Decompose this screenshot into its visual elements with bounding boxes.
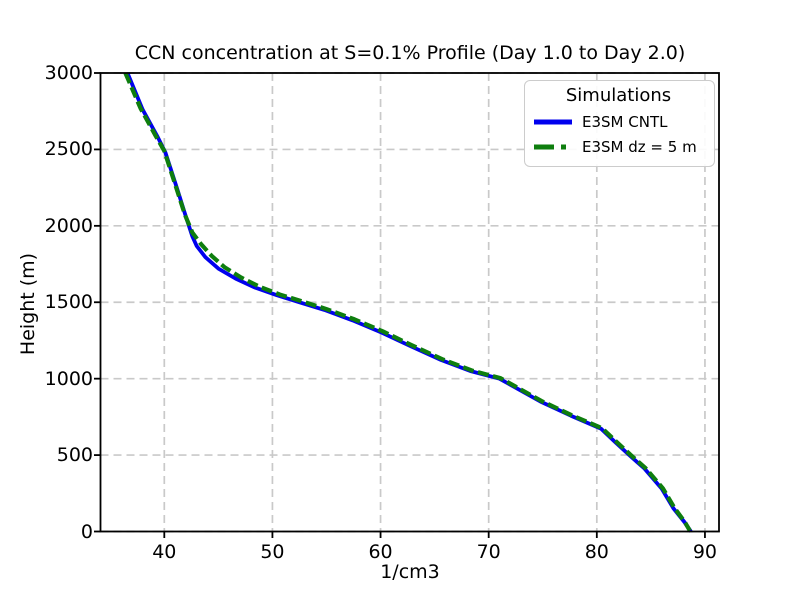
chart-title: CCN concentration at S=0.1% Profile (Day…	[134, 42, 686, 64]
x-tick-label: 90	[692, 541, 718, 563]
legend: Simulations E3SM CNTL E3SM dz = 5 m	[524, 80, 715, 167]
x-tick-label: 70	[476, 541, 501, 563]
legend-label: E3SM CNTL	[582, 112, 668, 131]
y-tick-label: 2500	[44, 138, 93, 161]
legend-row: E3SM dz = 5 m	[533, 134, 704, 159]
x-axis-label: 1/cm3	[380, 561, 440, 583]
legend-label: E3SM dz = 5 m	[582, 137, 697, 156]
legend-row: E3SM CNTL	[533, 109, 704, 134]
x-tick-label: 60	[368, 541, 393, 563]
y-tick-label: 2000	[44, 214, 93, 237]
legend-swatch-solid-line	[534, 119, 572, 124]
legend-swatch-dashed-line	[534, 144, 572, 149]
legend-rows: E3SM CNTL E3SM dz = 5 m	[533, 109, 704, 159]
y-tick-label: 1500	[44, 291, 93, 314]
x-tick-label: 80	[584, 541, 609, 563]
legend-title: Simulations	[565, 85, 672, 106]
x-tick-label: 40	[152, 541, 177, 563]
series-line-e3sm-dz-5-m	[123, 72, 692, 532]
y-tick-label: 0	[80, 520, 93, 543]
y-tick-label: 500	[56, 444, 93, 467]
x-tick-label: 50	[260, 541, 285, 563]
y-tick-label: 1000	[44, 367, 93, 390]
y-tick-label: 3000	[44, 62, 93, 84]
